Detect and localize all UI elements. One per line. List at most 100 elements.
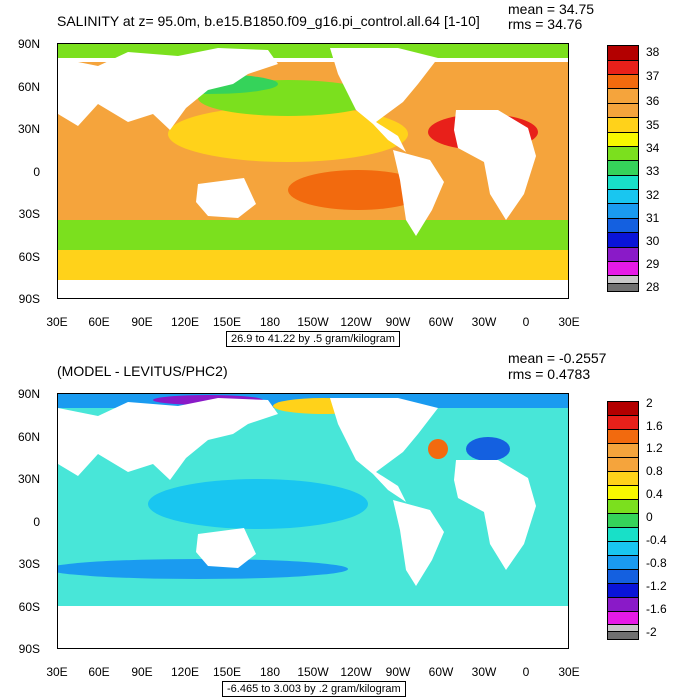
eurasia-landmass — [58, 398, 278, 480]
southern-ocean-field — [58, 220, 568, 250]
lon-label: 120W — [340, 315, 372, 329]
lat-label-60s: 60S — [18, 250, 40, 264]
colorbar-swatch — [608, 276, 638, 284]
colorbar-label: -2 — [646, 625, 657, 639]
australia-landmass — [196, 178, 256, 218]
colorbar-label: 0.4 — [646, 487, 663, 501]
colorbar-swatch — [608, 430, 638, 444]
colorbar-swatch — [608, 161, 638, 176]
south-pacific-high — [288, 170, 428, 210]
lat-label-30n: 30N — [17, 472, 40, 486]
rms-value: rms = 0.4783 — [508, 366, 591, 382]
colorbar-swatch — [608, 486, 638, 500]
lon-label: 120E — [170, 665, 200, 679]
colorbar-swatch — [608, 118, 638, 133]
gulf-stream-anomaly — [428, 439, 448, 459]
lon-label: 180 — [259, 315, 281, 329]
lat-label-0: 0 — [33, 165, 40, 179]
panel-title: (MODEL - LEVITUS/PHC2) — [57, 363, 228, 379]
colorbar-label: 1.2 — [646, 441, 663, 455]
lon-label: 150W — [297, 315, 329, 329]
lon-label: 150E — [212, 315, 242, 329]
colorbar-swatch — [608, 133, 638, 147]
lat-label-90n: 90N — [17, 37, 40, 51]
colorbar-swatch — [608, 542, 638, 556]
colorbar-label: -1.2 — [646, 579, 667, 593]
colorbar-label: 34 — [646, 141, 660, 155]
lon-label: 30E — [46, 665, 68, 679]
colorbar-label: 2 — [646, 396, 653, 410]
difference-map — [58, 394, 568, 648]
colorbar-label: 1.6 — [646, 419, 663, 433]
lon-label: 120W — [340, 665, 372, 679]
north-america-landmass — [330, 398, 438, 502]
lon-label: 180 — [259, 665, 281, 679]
colorbar-swatch — [608, 219, 638, 233]
contour-range-label: -6.465 to 3.003 by .2 gram/kilogram — [222, 681, 406, 697]
colorbar-swatch — [608, 500, 638, 514]
colorbar-label: -1.6 — [646, 602, 667, 616]
south-america-landmass — [393, 500, 444, 586]
colorbar-swatch — [608, 147, 638, 161]
colorbar-swatch — [608, 444, 638, 458]
pacific-anomaly — [148, 479, 368, 529]
southern-ocean-anomaly — [58, 559, 348, 579]
colorbar-swatch — [608, 514, 638, 528]
colorbar-swatch — [608, 190, 638, 204]
colorbar-swatch — [608, 472, 638, 486]
colorbar-swatch — [608, 233, 638, 248]
colorbar-swatch — [608, 104, 638, 118]
lon-label: 30W — [471, 665, 497, 679]
salinity-panel: SALINITY at z= 95.0m, b.e15.B1850.f09_g1… — [17, 1, 660, 347]
colorbar-label: 28 — [646, 280, 660, 294]
colorbar-swatch — [608, 598, 638, 612]
lon-label: 30E — [46, 315, 68, 329]
colorbar-swatch — [608, 402, 638, 416]
salinity-map — [58, 44, 568, 298]
colorbar-swatch — [608, 75, 638, 89]
lon-label: 0 — [522, 315, 530, 329]
colorbar-label: 35 — [646, 118, 660, 132]
lat-label-60n: 60N — [17, 430, 40, 444]
colorbar-label: 31 — [646, 211, 660, 225]
colorbar-swatch — [608, 556, 638, 570]
lat-label-0: 0 — [33, 515, 40, 529]
lon-label: 150W — [297, 665, 329, 679]
antarctic-field — [58, 250, 568, 280]
lat-label-60s: 60S — [18, 600, 40, 614]
colorbar-swatch — [608, 528, 638, 542]
colorbar-swatch — [608, 262, 638, 276]
contour-range-label: 26.9 to 41.22 by .5 gram/kilogram — [226, 331, 400, 347]
colorbar-swatch — [608, 416, 638, 430]
equatorial-band — [168, 106, 408, 162]
north-atlantic-anomaly — [466, 437, 510, 461]
lon-label: 90E — [131, 665, 153, 679]
colorbar-swatch — [608, 284, 638, 291]
mean-value: mean = 34.75 — [508, 1, 595, 17]
australia-landmass — [196, 528, 256, 568]
colorbar-swatch — [608, 176, 638, 190]
colorbar-swatch — [608, 248, 638, 262]
lon-label: 30E — [558, 315, 580, 329]
colorbar-label: 29 — [646, 257, 660, 271]
lon-label: 30W — [471, 315, 497, 329]
colorbar-label: 38 — [646, 45, 660, 59]
lon-label: 60E — [88, 315, 110, 329]
difference-panel: (MODEL - LEVITUS/PHC2) mean = -0.2557 rm… — [0, 350, 700, 700]
colorbar — [607, 401, 639, 640]
lon-label: 90E — [131, 315, 153, 329]
colorbar-swatch — [608, 204, 638, 219]
colorbar-swatch — [608, 625, 638, 632]
lat-label-90n: 90N — [17, 387, 40, 401]
lat-label-30s: 30S — [18, 557, 40, 571]
lat-label-30n: 30N — [17, 122, 40, 136]
map-frame — [57, 43, 569, 299]
lon-label: 60W — [428, 665, 454, 679]
panel-title: SALINITY at z= 95.0m, b.e15.B1850.f09_g1… — [57, 13, 480, 29]
colorbar-swatch — [608, 570, 638, 584]
north-america-landmass — [330, 48, 438, 152]
eurasia-landmass — [58, 48, 278, 130]
antarctica-landmass — [58, 280, 568, 298]
colorbar-label: 0.8 — [646, 464, 663, 478]
colorbar-label: 33 — [646, 164, 660, 178]
